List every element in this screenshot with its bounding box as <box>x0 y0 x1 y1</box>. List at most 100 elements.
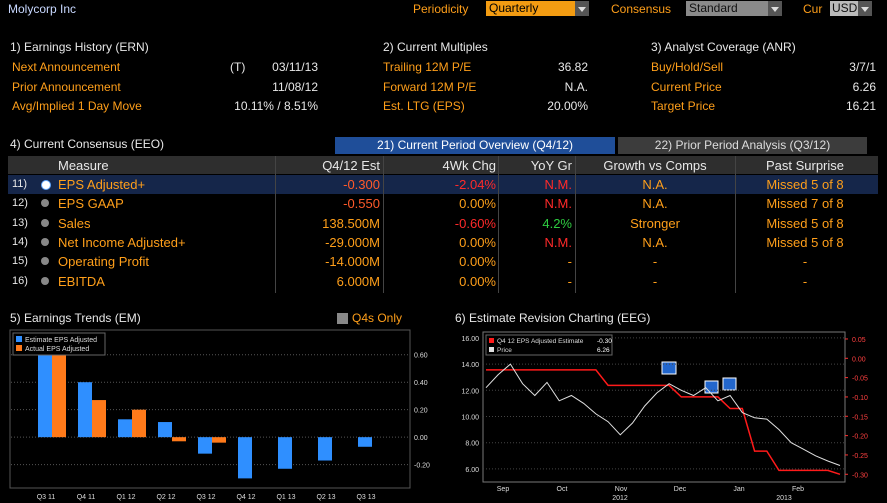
bar <box>38 338 52 438</box>
tab-label: 21) Current Period Overview (Q4/12) <box>376 138 574 152</box>
bar <box>78 382 92 438</box>
radio[interactable] <box>41 180 51 190</box>
column-separator <box>498 156 499 293</box>
table-cell: - <box>652 273 658 289</box>
legend-swatch <box>489 338 494 343</box>
x-tick-label: Q1 12 <box>116 494 135 501</box>
table-cell: 138.500M <box>322 215 380 231</box>
table-cell: N.M. <box>544 196 572 212</box>
y-tick-label: -0.20 <box>414 463 430 470</box>
event-marker <box>598 340 612 351</box>
table-cell: Missed 7 of 8 <box>766 196 844 212</box>
plot-area <box>482 331 846 483</box>
plot-area <box>9 329 411 489</box>
field-value: N.A. <box>564 79 588 94</box>
x-tick-label: Q3 11 <box>37 494 56 501</box>
y-tick-label: 12.00 <box>461 388 479 395</box>
table-cell: -29.000M <box>325 234 380 250</box>
radio[interactable] <box>41 257 49 266</box>
field-label: Forward 12M P/E <box>383 79 477 94</box>
event-marker <box>722 377 737 391</box>
column-separator <box>735 156 736 293</box>
y-tick-label: 8.00 <box>465 441 479 448</box>
dropdown-arrow[interactable] <box>858 1 872 16</box>
company: Molycorp Inc <box>8 2 77 16</box>
row-number: 12) <box>12 197 28 210</box>
column-separator <box>275 156 276 293</box>
column-header: Measure <box>58 158 109 173</box>
legend-swatch <box>16 345 22 351</box>
field-value: 03/11/13 <box>272 60 318 74</box>
y-tick-label: 10.00 <box>461 414 479 421</box>
x-tick-label: Q4 12 <box>236 494 255 501</box>
row-number: 16) <box>12 274 28 287</box>
legend-label: Actual EPS Adjusted <box>25 346 89 353</box>
x-tick-label: Q2 13 <box>316 494 335 501</box>
bar <box>198 437 212 454</box>
field-value: 16.21 <box>845 99 876 113</box>
radio[interactable] <box>41 276 49 285</box>
tab-active[interactable]: 21) Current Period Overview (Q4/12) <box>335 137 615 154</box>
bar <box>172 437 186 442</box>
field-label: Prior Announcement <box>12 79 121 94</box>
table-cell: Missed 5 of 8 <box>766 177 844 192</box>
radio[interactable] <box>41 199 49 208</box>
table-cell: N.A. <box>642 196 668 212</box>
table-cell: - <box>567 254 572 270</box>
bar <box>132 409 146 438</box>
consensus-label: Consensus <box>611 2 672 16</box>
cur-dropdown[interactable]: USD <box>830 1 858 16</box>
y-tick-label: 0.20 <box>414 408 428 415</box>
checkbox[interactable] <box>337 313 348 324</box>
periodicity-value: Quarterly <box>489 1 539 15</box>
section-title: 1) Earnings History (ERN) <box>10 40 149 54</box>
y2-tick-label: -0.20 <box>852 434 868 441</box>
legend-swatch <box>489 347 494 352</box>
y-tick-label: 0.00 <box>414 435 428 442</box>
table-cell: - <box>802 273 808 289</box>
y-tick-label: 16.00 <box>461 336 479 343</box>
dropdown-arrow[interactable] <box>575 1 589 16</box>
bar <box>52 338 66 438</box>
x-tick-label: Q3 12 <box>196 494 215 501</box>
x-tick-label: Q3 13 <box>356 494 375 501</box>
x-tick-label: Q4 11 <box>77 494 96 501</box>
x-tick-label: Q2 12 <box>156 494 175 501</box>
checkbox-label: Q4s Only <box>352 311 402 325</box>
bar <box>278 437 292 469</box>
y2-tick-label: 0.00 <box>852 356 866 363</box>
field-value: 10.11% / 8.51% <box>234 99 318 113</box>
table-cell: -0.60% <box>454 215 496 231</box>
cur-label: Cur <box>803 2 823 16</box>
x-tick-label: Oct <box>557 486 568 493</box>
radio[interactable] <box>41 218 49 227</box>
table-cell: 0.00% <box>459 196 496 212</box>
legend <box>12 332 106 356</box>
tab[interactable]: 22) Prior Period Analysis (Q3/12) <box>618 137 867 154</box>
y2-tick-label: -0.30 <box>852 472 868 479</box>
dropdown-arrow[interactable] <box>768 1 782 16</box>
field-label: Current Price <box>651 79 722 94</box>
radio[interactable] <box>41 237 49 246</box>
section-title: 4) Current Consensus (EEO) <box>10 137 165 151</box>
consensus-dropdown[interactable]: Standard <box>686 1 768 16</box>
x-tick-label: Jan <box>733 486 744 493</box>
y-tick-label: 0.40 <box>414 380 428 387</box>
table-cell: N.A. <box>642 177 668 192</box>
periodicity-dropdown[interactable]: Quarterly <box>486 1 575 16</box>
field-value: 36.82 <box>557 60 588 74</box>
legend-swatch <box>16 336 22 342</box>
field-label: Next Announcement <box>12 60 121 74</box>
table-cell: -0.550 <box>343 196 380 212</box>
table-cell: EBITDA <box>58 273 105 289</box>
table-cell: 4.2% <box>542 215 572 231</box>
y-tick-label: 14.00 <box>461 362 479 369</box>
field-label: Est. LTG (EPS) <box>383 99 465 113</box>
row-highlight <box>8 175 878 194</box>
section-title: 2) Current Multiples <box>383 40 488 54</box>
table-cell: 0.00% <box>459 234 496 250</box>
bar <box>212 437 226 443</box>
table-cell: Missed 5 of 8 <box>766 215 844 231</box>
y2-tick-label: 0.05 <box>852 337 866 344</box>
